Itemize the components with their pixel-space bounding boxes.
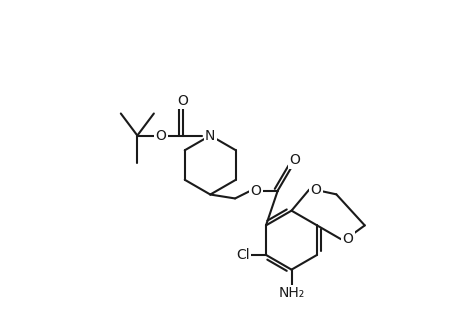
Text: O: O: [177, 94, 188, 108]
Text: O: O: [250, 183, 261, 197]
Text: O: O: [342, 232, 353, 246]
Text: O: O: [288, 153, 299, 167]
Text: O: O: [155, 129, 166, 143]
Text: O: O: [310, 182, 321, 196]
Text: NH₂: NH₂: [278, 286, 304, 300]
Text: N: N: [205, 129, 215, 143]
Text: Cl: Cl: [235, 248, 249, 262]
